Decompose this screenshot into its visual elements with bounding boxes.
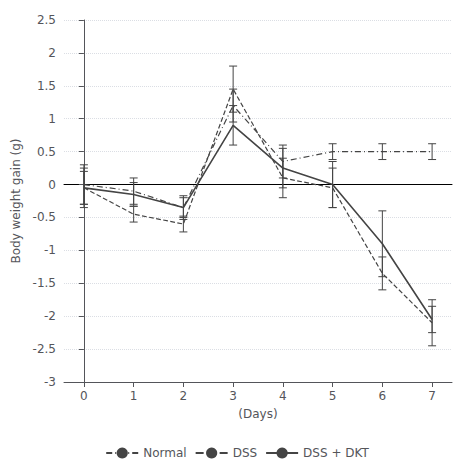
svg-text:-1: -1 bbox=[44, 243, 56, 257]
svg-text:Body weight gain (g): Body weight gain (g) bbox=[9, 138, 23, 263]
svg-text:-1.5: -1.5 bbox=[33, 276, 56, 290]
svg-text:7: 7 bbox=[428, 389, 436, 403]
svg-text:2: 2 bbox=[48, 46, 56, 60]
svg-text:5: 5 bbox=[329, 389, 337, 403]
svg-text:1.5: 1.5 bbox=[37, 79, 56, 93]
svg-text:0: 0 bbox=[80, 389, 88, 403]
svg-text:2: 2 bbox=[180, 389, 188, 403]
svg-text:0: 0 bbox=[48, 178, 56, 192]
svg-text:-3: -3 bbox=[44, 375, 56, 389]
svg-text:(Days): (Days) bbox=[238, 407, 277, 421]
svg-text:4: 4 bbox=[279, 389, 287, 403]
svg-text:-0.5: -0.5 bbox=[33, 210, 56, 224]
svg-text:3: 3 bbox=[229, 389, 237, 403]
svg-text:2.5: 2.5 bbox=[37, 13, 56, 27]
svg-text:Normal: Normal bbox=[143, 446, 186, 460]
svg-text:DSS + DKT: DSS + DKT bbox=[303, 446, 369, 460]
svg-text:1: 1 bbox=[48, 112, 56, 126]
svg-text:6: 6 bbox=[379, 389, 387, 403]
svg-text:DSS: DSS bbox=[233, 446, 257, 460]
svg-text:0.5: 0.5 bbox=[37, 145, 56, 159]
svg-text:-2.5: -2.5 bbox=[33, 342, 56, 356]
svg-text:-2: -2 bbox=[44, 309, 56, 323]
svg-text:1: 1 bbox=[130, 389, 138, 403]
